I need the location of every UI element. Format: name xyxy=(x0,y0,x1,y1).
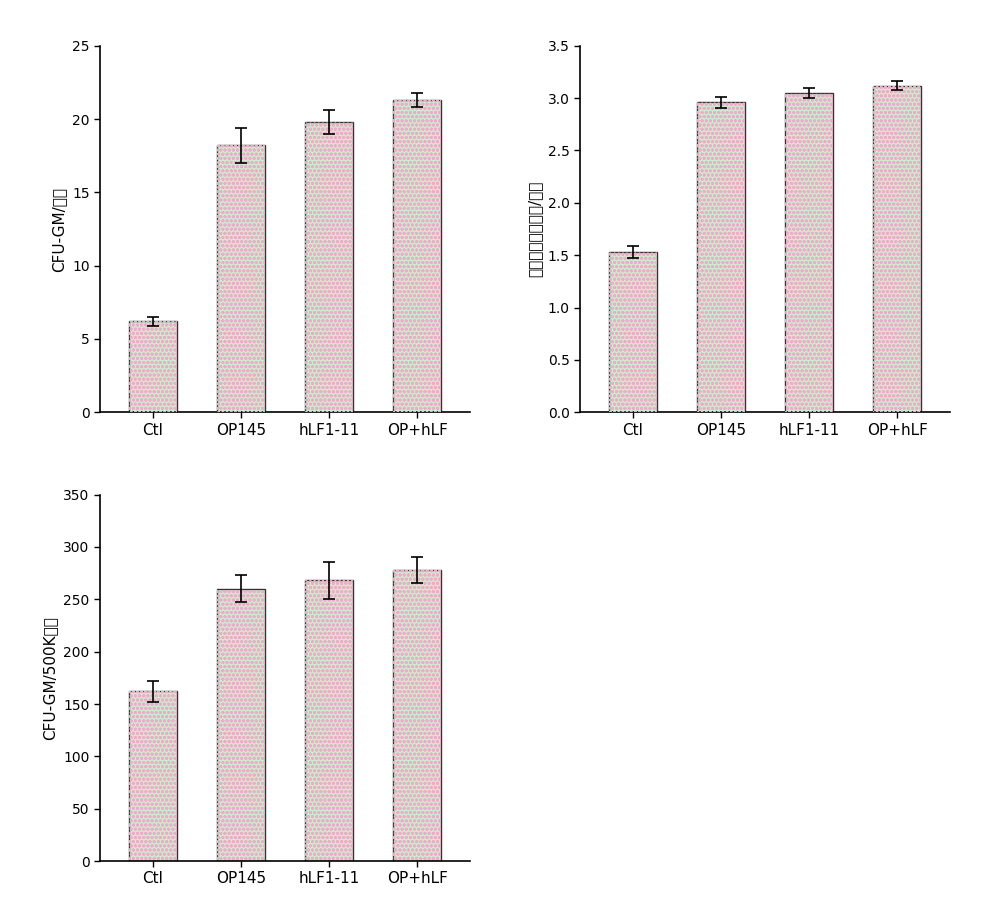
Bar xyxy=(393,570,441,861)
Bar xyxy=(129,322,177,412)
Y-axis label: CFU-GM/500K细胞: CFU-GM/500K细胞 xyxy=(43,616,58,740)
Bar xyxy=(217,589,265,861)
Bar xyxy=(305,122,353,412)
Bar xyxy=(873,85,921,412)
Bar xyxy=(609,252,657,412)
Bar xyxy=(697,103,745,412)
Bar xyxy=(129,692,177,861)
Bar xyxy=(609,252,657,412)
Bar xyxy=(873,85,921,412)
Bar xyxy=(305,581,353,861)
Bar xyxy=(217,146,265,412)
Bar xyxy=(129,322,177,412)
Bar xyxy=(217,146,265,412)
Bar xyxy=(785,93,833,412)
Y-axis label: CFU-GM/股骨: CFU-GM/股骨 xyxy=(51,187,66,271)
Bar xyxy=(305,581,353,861)
Bar xyxy=(305,122,353,412)
Bar xyxy=(217,589,265,861)
Y-axis label: 骨髓单核细胞数量/股骨: 骨髓单核细胞数量/股骨 xyxy=(527,180,542,278)
Bar xyxy=(129,692,177,861)
Bar xyxy=(393,570,441,861)
Bar xyxy=(697,103,745,412)
Bar xyxy=(785,93,833,412)
Bar xyxy=(393,100,441,412)
Bar xyxy=(393,100,441,412)
